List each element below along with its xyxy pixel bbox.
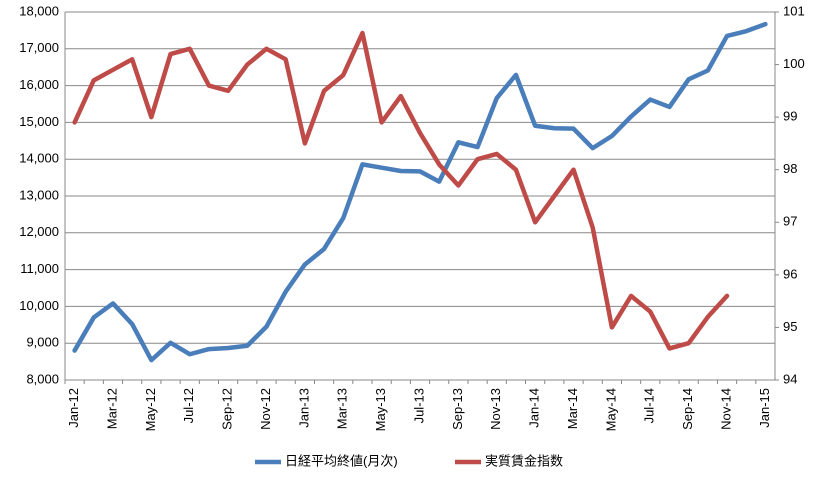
y-tick-label: 13,000	[19, 187, 59, 202]
x-tick-label: Jan-12	[66, 388, 81, 428]
x-tick-label: Nov-14	[718, 388, 733, 430]
x-tick-label: May-14	[603, 388, 618, 431]
y-tick-label: 12,000	[19, 224, 59, 239]
x-tick-label: Jul-14	[642, 388, 657, 423]
legend-label: 日経平均終値(月次)	[285, 453, 398, 468]
x-tick-label: Sep-12	[220, 388, 235, 430]
x-tick-label: Jul-12	[181, 388, 196, 423]
y2-tick-label: 95	[783, 319, 797, 334]
x-tick-label: Mar-14	[565, 388, 580, 429]
x-tick-label: Jul-13	[411, 388, 426, 423]
y2-tick-label: 100	[783, 56, 805, 71]
x-tick-label: Mar-12	[104, 388, 119, 429]
series-line	[72, 21, 768, 363]
x-tick-label: Jan-14	[527, 388, 542, 428]
y-tick-label: 18,000	[19, 3, 59, 18]
y-tick-label: 10,000	[19, 298, 59, 313]
y-tick-label: 8,000	[26, 371, 59, 386]
y-tick-label: 16,000	[19, 77, 59, 92]
y2-tick-label: 96	[783, 266, 797, 281]
y-tick-label: 11,000	[20, 261, 59, 276]
series-line	[72, 30, 730, 351]
x-tick-label: Mar-13	[335, 388, 350, 429]
x-tick-label: May-13	[373, 388, 388, 431]
x-tick-label: Nov-13	[488, 388, 503, 430]
y2-tick-label: 94	[783, 371, 797, 386]
x-tick-label: May-12	[143, 388, 158, 431]
x-tick-label: Sep-13	[450, 388, 465, 430]
x-tick-label: Nov-12	[258, 388, 273, 430]
y2-tick-label: 97	[783, 214, 797, 229]
x-tick-label: Sep-14	[680, 388, 695, 430]
y-tick-label: 15,000	[19, 114, 59, 129]
y2-tick-label: 99	[783, 109, 797, 124]
legend-label: 実質賃金指数	[485, 453, 563, 468]
y2-tick-label: 101	[783, 3, 805, 18]
y-tick-label: 9,000	[26, 335, 59, 350]
y2-tick-label: 98	[783, 161, 797, 176]
x-tick-label: Jan-15	[757, 388, 772, 428]
x-tick-label: Jan-13	[296, 388, 311, 428]
y-tick-label: 14,000	[19, 151, 59, 166]
y-tick-label: 17,000	[19, 40, 59, 55]
